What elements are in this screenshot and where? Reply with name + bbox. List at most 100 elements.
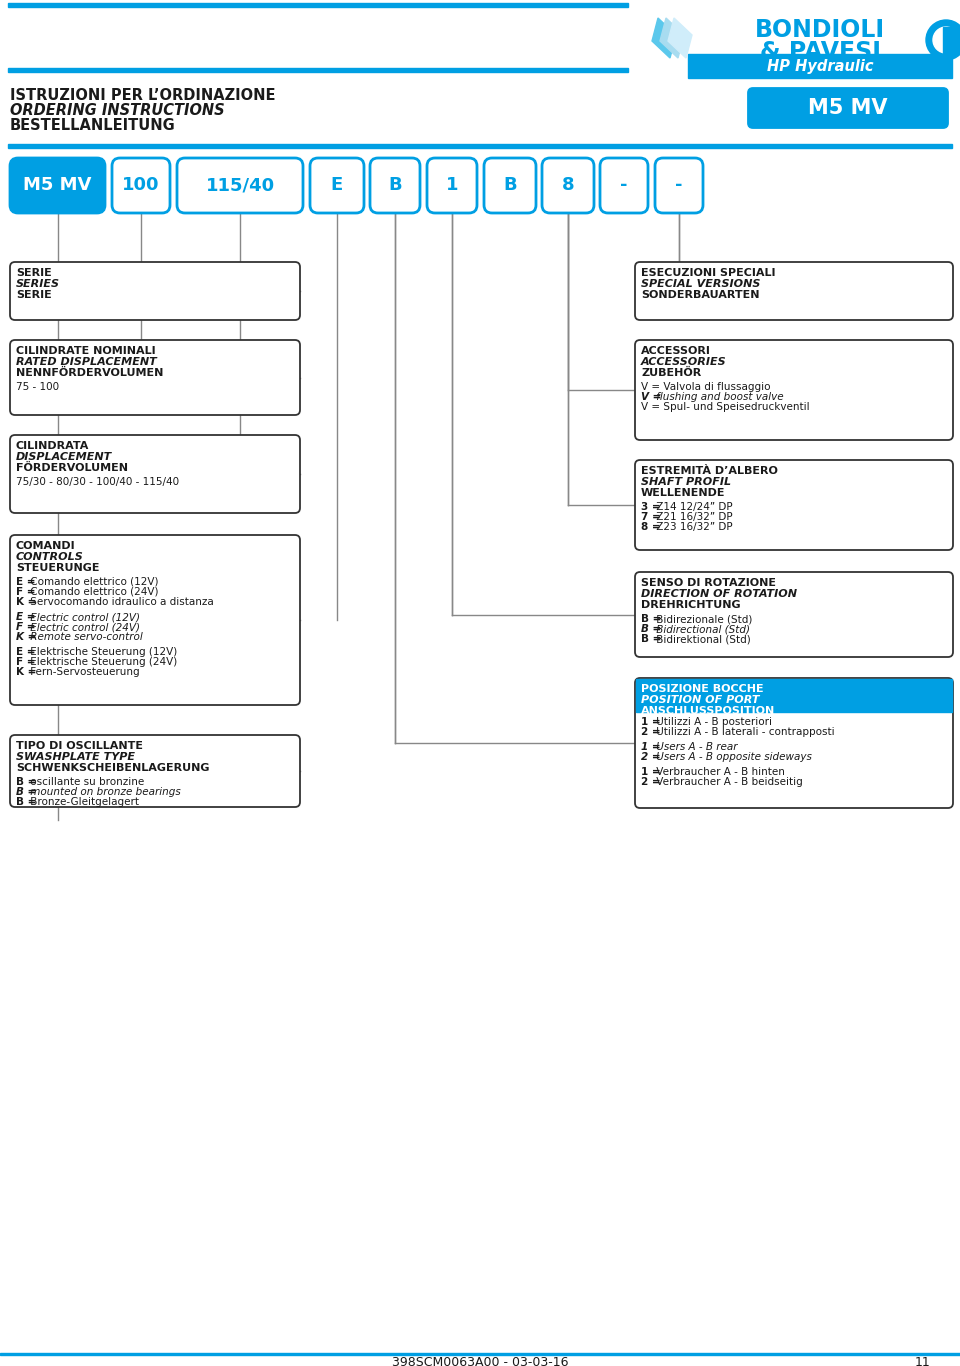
Text: NENNFÖRDERVOLUMEN: NENNFÖRDERVOLUMEN (16, 367, 163, 378)
FancyBboxPatch shape (635, 262, 953, 320)
Text: & PAVESI: & PAVESI (759, 40, 880, 64)
Text: ZUBEHÖR: ZUBEHÖR (641, 367, 701, 378)
Text: 3 =: 3 = (641, 501, 660, 512)
Text: CILINDRATA: CILINDRATA (16, 441, 89, 451)
Text: BONDIOLI: BONDIOLI (755, 18, 885, 42)
Text: RATED DISPLACEMENT: RATED DISPLACEMENT (16, 357, 156, 367)
Text: Bidirectional (Std): Bidirectional (Std) (653, 624, 750, 634)
Bar (636, 679, 952, 712)
FancyBboxPatch shape (310, 158, 364, 213)
Text: Comando elettrico (24V): Comando elettrico (24V) (27, 587, 158, 597)
Polygon shape (652, 18, 676, 57)
Text: E =: E = (16, 647, 36, 657)
Text: HP Hydraulic: HP Hydraulic (767, 59, 874, 74)
Text: SWASHPLATE TYPE: SWASHPLATE TYPE (16, 753, 135, 762)
FancyBboxPatch shape (484, 158, 536, 213)
Text: flushing and boost valve: flushing and boost valve (653, 392, 783, 402)
Text: E =: E = (16, 576, 36, 587)
Text: 115/40: 115/40 (205, 176, 275, 194)
Text: K =: K = (16, 597, 36, 607)
Text: ACCESSORIES: ACCESSORIES (641, 357, 727, 367)
Text: B: B (388, 176, 402, 194)
Text: 11: 11 (914, 1355, 930, 1366)
Text: E: E (331, 176, 343, 194)
Bar (8, 68, 628, 72)
Text: -: - (675, 176, 683, 194)
Text: F =: F = (16, 657, 36, 667)
Text: K =: K = (16, 667, 36, 678)
Text: CILINDRATE NOMINALI: CILINDRATE NOMINALI (16, 346, 156, 357)
Text: oscillante su bronzine: oscillante su bronzine (27, 777, 144, 787)
Text: COMANDI: COMANDI (16, 541, 76, 550)
Text: 2 =: 2 = (641, 753, 660, 762)
Text: SONDERBAUARTEN: SONDERBAUARTEN (641, 290, 759, 301)
FancyBboxPatch shape (177, 158, 303, 213)
Text: 1 =: 1 = (641, 742, 660, 753)
Text: DREHRICHTUNG: DREHRICHTUNG (641, 600, 740, 611)
Text: SERIES: SERIES (16, 279, 60, 290)
Text: Fern-Servosteuerung: Fern-Servosteuerung (27, 667, 139, 678)
Text: Verbraucher A - B hinten: Verbraucher A - B hinten (653, 766, 784, 777)
Circle shape (933, 27, 959, 53)
Text: V = Valvola di flussaggio: V = Valvola di flussaggio (641, 382, 771, 392)
FancyBboxPatch shape (112, 158, 170, 213)
Text: Bidirezionale (Std): Bidirezionale (Std) (653, 613, 752, 624)
FancyBboxPatch shape (655, 158, 703, 213)
Text: POSITION OF PORT: POSITION OF PORT (641, 695, 759, 705)
FancyBboxPatch shape (10, 158, 105, 213)
Text: ACCESSORI: ACCESSORI (641, 346, 710, 357)
FancyBboxPatch shape (370, 158, 420, 213)
Bar (688, 55, 952, 78)
Text: SCHWENKSCHEIBENLAGERUNG: SCHWENKSCHEIBENLAGERUNG (16, 764, 209, 773)
Text: Utilizzi A - B laterali - contrapposti: Utilizzi A - B laterali - contrapposti (653, 727, 834, 738)
Text: 398SCM0063A00 - 03-03-16: 398SCM0063A00 - 03-03-16 (392, 1355, 568, 1366)
Text: 75 - 100: 75 - 100 (16, 382, 60, 392)
Text: 1: 1 (445, 176, 458, 194)
Text: 75/30 - 80/30 - 100/40 - 115/40: 75/30 - 80/30 - 100/40 - 115/40 (16, 477, 180, 488)
Text: Bidirektional (Std): Bidirektional (Std) (653, 634, 751, 643)
Text: DIRECTION OF ROTATION: DIRECTION OF ROTATION (641, 589, 797, 600)
Text: ESECUZIONI SPECIALI: ESECUZIONI SPECIALI (641, 268, 776, 279)
Text: ISTRUZIONI PER L’ORDINAZIONE: ISTRUZIONI PER L’ORDINAZIONE (10, 87, 276, 102)
Text: Z21 16/32” DP: Z21 16/32” DP (653, 512, 732, 522)
FancyBboxPatch shape (635, 572, 953, 657)
Text: DISPLACEMENT: DISPLACEMENT (16, 452, 112, 462)
FancyBboxPatch shape (635, 460, 953, 550)
Text: ORDERING INSTRUCTIONS: ORDERING INSTRUCTIONS (10, 102, 225, 117)
FancyBboxPatch shape (748, 87, 948, 128)
Text: 2 =: 2 = (641, 727, 660, 738)
Text: 8 =: 8 = (641, 522, 660, 531)
Text: B =: B = (16, 787, 36, 796)
Text: Users A - B opposite sideways: Users A - B opposite sideways (653, 753, 811, 762)
Circle shape (945, 34, 957, 46)
Text: 1 =: 1 = (641, 717, 660, 727)
Text: BESTELLANLEITUNG: BESTELLANLEITUNG (10, 117, 176, 133)
Text: Remote servo-control: Remote servo-control (27, 632, 143, 642)
Text: B =: B = (641, 624, 661, 634)
Text: B =: B = (16, 777, 36, 787)
Text: -: - (620, 176, 628, 194)
Text: Elektrische Steuerung (24V): Elektrische Steuerung (24V) (27, 657, 178, 667)
Text: Verbraucher A - B beidseitig: Verbraucher A - B beidseitig (653, 777, 803, 787)
Bar (8, 3, 628, 7)
FancyBboxPatch shape (10, 340, 300, 415)
Text: WELLENENDE: WELLENENDE (641, 488, 726, 499)
FancyBboxPatch shape (10, 735, 300, 807)
Text: V =: V = (641, 392, 661, 402)
Text: E =: E = (16, 612, 36, 622)
Text: Electric control (12V): Electric control (12V) (27, 612, 140, 622)
Text: M5 MV: M5 MV (808, 98, 888, 117)
Text: ESTREMITÀ D’ALBERO: ESTREMITÀ D’ALBERO (641, 466, 778, 475)
FancyBboxPatch shape (427, 158, 477, 213)
FancyBboxPatch shape (635, 678, 953, 809)
Text: ANSCHLUSSPOSITION: ANSCHLUSSPOSITION (641, 706, 776, 716)
Text: FÖRDERVOLUMEN: FÖRDERVOLUMEN (16, 463, 128, 473)
Text: mounted on bronze bearings: mounted on bronze bearings (27, 787, 180, 796)
Text: F =: F = (16, 622, 36, 632)
Text: 100: 100 (122, 176, 159, 194)
Polygon shape (660, 18, 684, 57)
Text: SENSO DI ROTAZIONE: SENSO DI ROTAZIONE (641, 578, 776, 587)
Text: V = Spul- und Speisedruckventil: V = Spul- und Speisedruckventil (641, 402, 809, 413)
Text: Comando elettrico (12V): Comando elettrico (12V) (27, 576, 158, 587)
Text: Elektrische Steuerung (12V): Elektrische Steuerung (12V) (27, 647, 178, 657)
